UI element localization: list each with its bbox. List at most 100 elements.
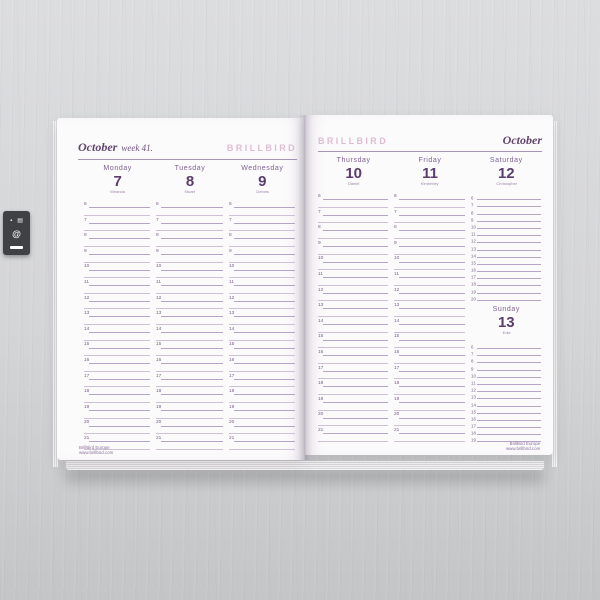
- hour-number: 19: [156, 403, 162, 409]
- hour-row-11: 11: [471, 229, 542, 236]
- hour-number: 17: [470, 423, 476, 429]
- hour-row-6: 6: [471, 342, 542, 349]
- hour-number: 16: [470, 416, 476, 422]
- right-page-footer: BrillBird Europe www.brillbird.com: [506, 441, 540, 451]
- day-header-wednesday: Wednesday 9 Dennis: [229, 160, 296, 201]
- hour-row-21: 21: [228, 434, 296, 451]
- hour-row-8: 8: [228, 231, 296, 248]
- hour-number: 7: [470, 202, 474, 208]
- hour-row-16: 16: [471, 414, 542, 421]
- hour-row-20: 20: [471, 294, 542, 301]
- hour-number: 6: [228, 200, 232, 207]
- nameday-label: Stuart: [184, 189, 196, 194]
- hour-number: 12: [470, 238, 476, 244]
- hour-number: 20: [156, 419, 162, 425]
- hour-row-16: 16: [228, 357, 296, 373]
- hour-number: 7: [394, 208, 397, 214]
- hour-row-18: 18: [471, 428, 542, 436]
- hour-row-8: 8: [84, 232, 151, 248]
- hour-row-8: 8: [318, 224, 389, 240]
- hour-number: 21: [228, 434, 234, 441]
- badge-grid-icon: ▤: [17, 217, 23, 224]
- hour-row-14: 14: [318, 318, 389, 334]
- hour-number: 17: [156, 372, 162, 378]
- hour-row-12: 12: [228, 295, 296, 311]
- hour-grid-thursday: 6 7 8 9 10 11 12 13 14 15 16 17 18 19 20 21: [318, 193, 389, 443]
- hour-number: 20: [394, 411, 400, 417]
- hour-number: 6: [318, 192, 321, 199]
- hour-row-18: 18: [156, 388, 223, 404]
- hour-number: 18: [394, 379, 400, 386]
- hour-row-15: 15: [471, 258, 542, 265]
- day-date-number: 10: [345, 165, 362, 182]
- hour-row-13: 13: [471, 243, 542, 251]
- hour-number: 14: [228, 325, 234, 331]
- hour-number: 11: [318, 270, 323, 277]
- open-planner: October week 41. BRILLBIRD Monday 7 Miranda…: [53, 115, 557, 470]
- left-page-footer: BrillBird Europe www.brillbird.com: [79, 445, 113, 455]
- hour-row-11: 11: [394, 271, 465, 287]
- hour-number: 15: [156, 341, 162, 347]
- hour-row-20: 20: [318, 411, 389, 427]
- hour-number: 14: [84, 325, 90, 331]
- hour-number: 20: [228, 419, 234, 425]
- hour-row-10: 10: [394, 255, 465, 271]
- day-name-label: Saturday: [489, 157, 523, 164]
- hour-number: 8: [470, 210, 474, 216]
- hour-row-14: 14: [156, 326, 223, 342]
- hour-row-7: 7: [318, 209, 389, 225]
- day-column: Saturday 12 Christopher 6 7 8 9 10 11 12 13 14 15 16 1…: [471, 152, 542, 443]
- hour-number: 10: [84, 263, 90, 269]
- hour-row-15: 15: [394, 333, 465, 349]
- hour-row-16: 16: [156, 357, 223, 373]
- nameday-label: Christopher: [495, 181, 517, 186]
- day-column: Monday 7 Miranda 6 7 8 9 10 11 12 13 14 15 16 17 18 19 20…: [84, 160, 151, 451]
- hour-number: 6: [156, 200, 159, 207]
- hour-number: 7: [84, 216, 87, 222]
- day-header-thursday: Thursday 10 Daniel: [318, 152, 389, 193]
- nameday-label: Dennis: [256, 189, 269, 194]
- hour-number: 19: [318, 395, 324, 401]
- hour-row-12: 12: [471, 385, 542, 392]
- hour-number: 12: [156, 294, 162, 300]
- hour-number: 15: [470, 409, 476, 415]
- hour-number: 20: [84, 419, 90, 425]
- hour-number: 15: [228, 341, 234, 347]
- hour-row-13: 13: [156, 310, 223, 326]
- hour-row-18: 18: [471, 279, 542, 287]
- hour-number: 10: [470, 373, 476, 379]
- hour-row-11: 11: [471, 378, 542, 385]
- day-name-label: Monday: [103, 165, 132, 172]
- hour-number: 13: [394, 301, 400, 308]
- hour-number: 21: [318, 426, 324, 433]
- hour-row-6: 6: [394, 193, 465, 209]
- hour-number: 17: [228, 372, 234, 378]
- right-page-day-columns: Thursday 10 Daniel 6 7 8 9 10 11 12 13 14 15 16 17 18 19…: [318, 152, 542, 443]
- hour-number: 13: [84, 309, 90, 316]
- hour-row-19: 19: [471, 435, 542, 443]
- hour-number: 21: [84, 434, 90, 441]
- hour-row-9: 9: [318, 240, 389, 256]
- hour-row-9: 9: [471, 363, 542, 371]
- hour-row-12: 12: [318, 287, 389, 303]
- planner-right-page: BRILLBIRD October Thursday 10 Daniel 6 7 8 9 10…: [305, 115, 553, 455]
- hour-number: 15: [394, 333, 400, 339]
- hour-number: 6: [394, 192, 397, 199]
- hour-number: 8: [228, 231, 232, 238]
- hour-number: 16: [470, 267, 476, 273]
- nameday-label: Daniel: [347, 181, 360, 186]
- footer-brand-line: BrillBird Europe: [79, 445, 110, 451]
- hour-number: 9: [394, 239, 397, 245]
- hour-number: 19: [470, 289, 476, 295]
- hour-number: 8: [318, 223, 321, 230]
- hour-number: 13: [470, 394, 476, 400]
- hour-number: 19: [394, 395, 400, 401]
- hour-number: 14: [318, 317, 324, 323]
- hour-row-10: 10: [156, 263, 223, 279]
- day-name-label: Tuesday: [174, 165, 206, 172]
- hour-row-13: 13: [470, 392, 542, 400]
- hour-row-9: 9: [471, 215, 542, 222]
- hour-row-7: 7: [228, 217, 296, 233]
- hour-grid-saturday: 6 7 8 9 10 11 12 13 14 15 16 17 18 19 20: [471, 193, 542, 301]
